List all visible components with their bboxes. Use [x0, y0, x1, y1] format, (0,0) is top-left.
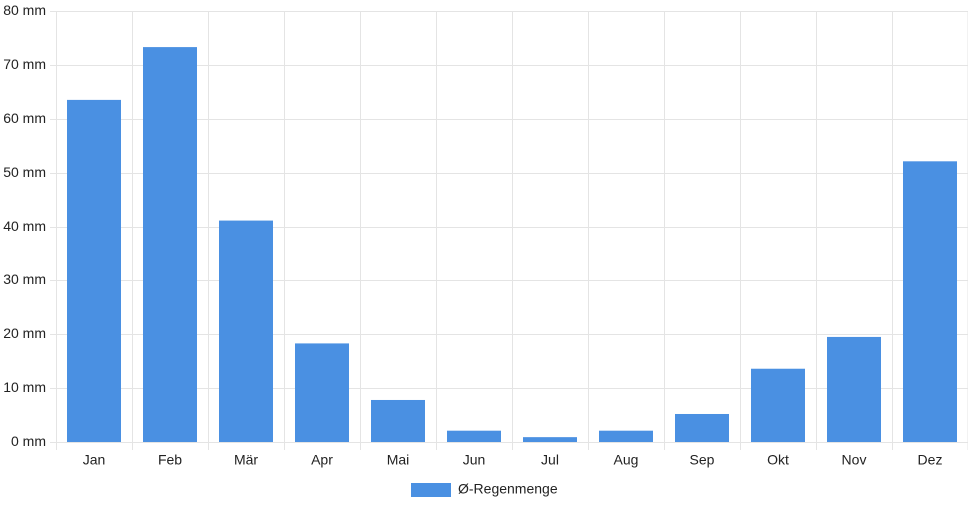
y-tick-label: 0 mm — [11, 433, 46, 449]
x-tick-label: Jan — [83, 452, 106, 468]
y-tick-label: 30 mm — [3, 271, 46, 287]
bar — [143, 47, 197, 442]
y-tick-label: 10 mm — [3, 379, 46, 395]
x-tick-label: Dez — [918, 452, 943, 468]
y-tick-label: 60 mm — [3, 110, 46, 126]
x-tick-label: Mai — [387, 452, 410, 468]
x-tick-label: Nov — [842, 452, 867, 468]
bar — [675, 413, 729, 442]
x-tick-label: Aug — [614, 452, 639, 468]
legend-label: Ø-Regenmenge — [458, 481, 558, 497]
x-tick-label: Jun — [463, 452, 486, 468]
legend-swatch — [411, 483, 451, 497]
bar — [903, 161, 957, 442]
bar — [827, 336, 881, 442]
y-tick-label: 40 mm — [3, 218, 46, 234]
bar — [599, 430, 653, 442]
x-tick-label: Apr — [311, 452, 333, 468]
bar — [447, 430, 501, 442]
y-tick-label: 80 mm — [3, 2, 46, 18]
y-tick-label: 50 mm — [3, 164, 46, 180]
x-tick-label: Jul — [541, 452, 559, 468]
bar — [523, 437, 577, 442]
y-tick-label: 20 mm — [3, 325, 46, 341]
x-tick-label: Sep — [690, 452, 715, 468]
bar — [371, 399, 425, 442]
y-tick-label: 70 mm — [3, 56, 46, 72]
x-tick-label: Feb — [158, 452, 182, 468]
bar — [219, 220, 273, 442]
x-tick-label: Okt — [767, 452, 789, 468]
bar — [67, 99, 121, 443]
bar — [751, 368, 805, 442]
bar — [295, 343, 349, 442]
x-tick-label: Mär — [234, 452, 258, 468]
